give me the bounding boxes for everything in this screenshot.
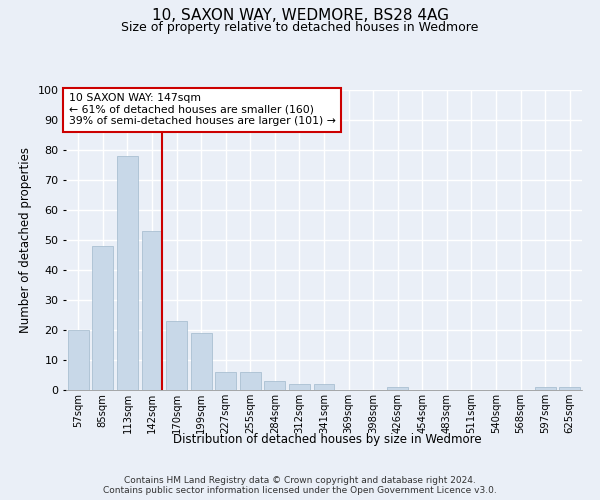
Bar <box>387 387 408 390</box>
Bar <box>68 330 89 390</box>
Bar <box>166 321 187 390</box>
Bar <box>92 246 113 390</box>
Text: Size of property relative to detached houses in Wedmore: Size of property relative to detached ho… <box>121 21 479 34</box>
Bar <box>265 381 286 390</box>
Bar <box>289 384 310 390</box>
Bar <box>314 384 334 390</box>
Bar <box>191 333 212 390</box>
Text: 10, SAXON WAY, WEDMORE, BS28 4AG: 10, SAXON WAY, WEDMORE, BS28 4AG <box>151 8 449 22</box>
Bar <box>215 372 236 390</box>
Bar <box>117 156 138 390</box>
Bar <box>240 372 261 390</box>
Y-axis label: Number of detached properties: Number of detached properties <box>19 147 32 333</box>
Bar <box>142 231 163 390</box>
Text: 10 SAXON WAY: 147sqm
← 61% of detached houses are smaller (160)
39% of semi-deta: 10 SAXON WAY: 147sqm ← 61% of detached h… <box>68 93 335 126</box>
Bar <box>535 387 556 390</box>
Text: Contains HM Land Registry data © Crown copyright and database right 2024.
Contai: Contains HM Land Registry data © Crown c… <box>103 476 497 495</box>
Text: Distribution of detached houses by size in Wedmore: Distribution of detached houses by size … <box>173 432 481 446</box>
Bar <box>559 387 580 390</box>
